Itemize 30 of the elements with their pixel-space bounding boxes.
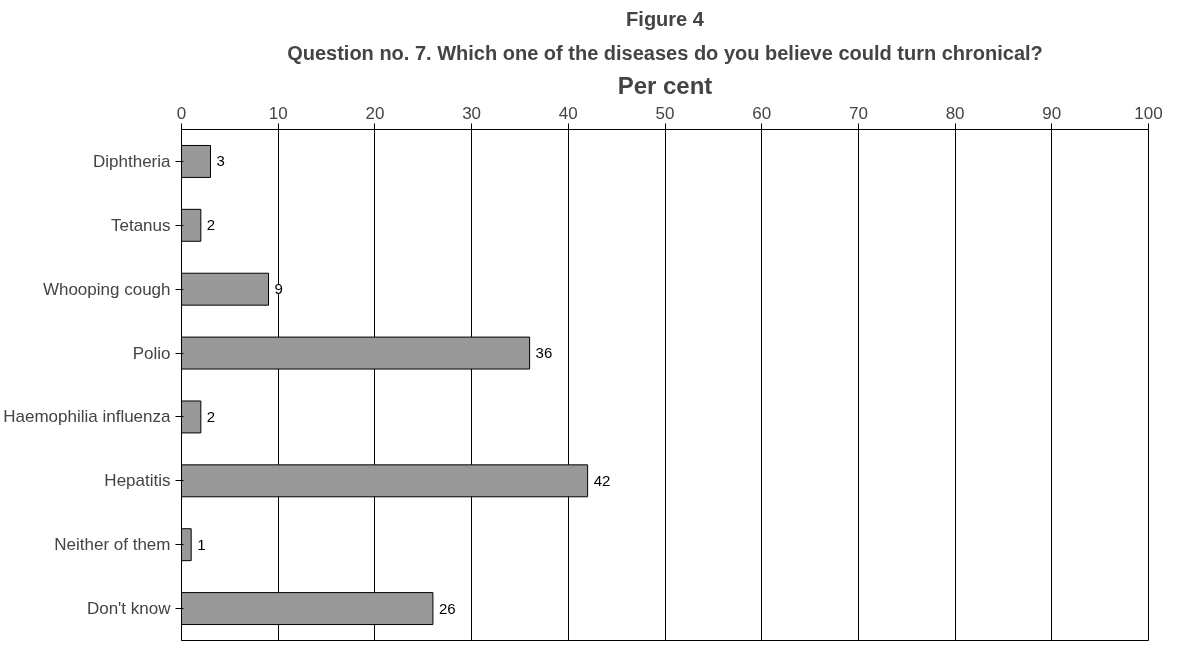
- x-tick-label: 100: [1134, 103, 1163, 123]
- x-tick-label: 20: [365, 103, 385, 123]
- x-tick-label: 70: [848, 103, 868, 123]
- y-tick-label: Tetanus: [110, 215, 171, 235]
- y-tick-label: Neither of them: [54, 535, 171, 555]
- y-tick-label: Polio: [132, 343, 171, 363]
- data-label: 2: [206, 216, 216, 234]
- y-tick-label: Hepatitis: [104, 471, 171, 491]
- x-tick-label: 60: [752, 103, 772, 123]
- x-tick-label: 10: [268, 103, 288, 123]
- x-tick-label: 50: [655, 103, 675, 123]
- data-label: 1: [197, 535, 206, 553]
- x-tick-label: 30: [462, 103, 482, 123]
- x-tick-label: 0: [176, 103, 187, 123]
- y-tick-label: Don't know: [86, 599, 172, 619]
- data-label: 42: [593, 471, 611, 489]
- data-label: 26: [438, 599, 456, 617]
- x-tick-label: 90: [1042, 103, 1062, 123]
- y-tick-label: Diphtheria: [93, 151, 172, 171]
- y-tick-label: Haemophilia influenza: [3, 407, 172, 427]
- x-tick-label: 80: [945, 103, 965, 123]
- y-tick-label: Whooping cough: [42, 279, 171, 299]
- x-axis-title: Per cent: [617, 71, 713, 99]
- data-label: 9: [274, 280, 283, 298]
- chart-title: Figure 4: [626, 7, 705, 30]
- x-tick-label: 40: [558, 103, 578, 123]
- data-label: 36: [535, 344, 553, 362]
- chart-subtitle: Question no. 7. Which one of the diseases do you believe could turn chronical?: [287, 41, 1043, 64]
- data-label: 2: [206, 407, 216, 425]
- data-label: 3: [216, 152, 225, 170]
